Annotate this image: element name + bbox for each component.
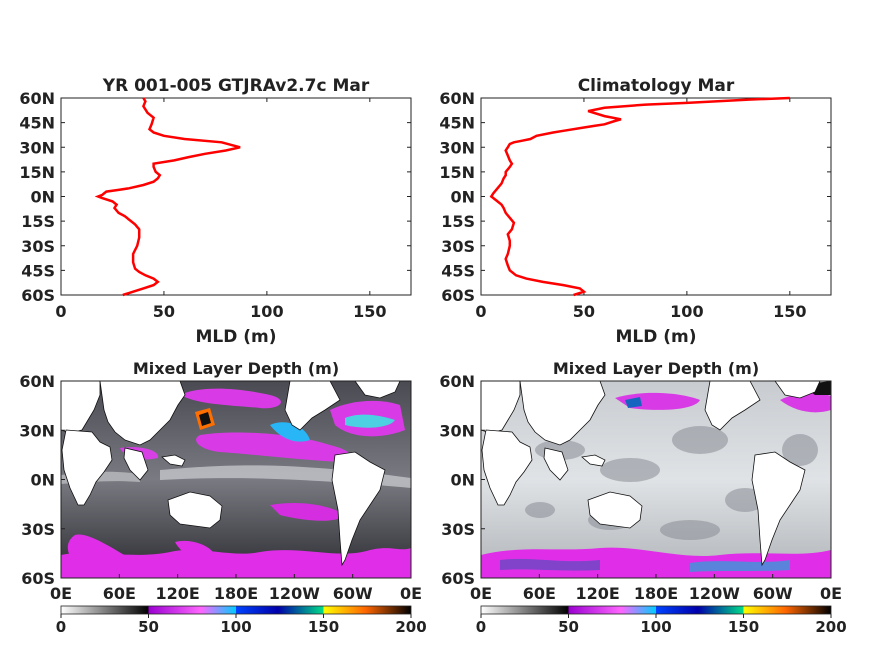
x-tick-label: 50 (153, 302, 175, 321)
map-panel-model: Mixed Layer Depth (m) (19, 359, 426, 636)
colorbar-tick-label: 0 (56, 618, 66, 636)
colorbar-tick-label: 50 (138, 618, 159, 636)
profile-panel-climatology: Climatology Mar 60N45N30N15N0N15S30S45S6… (439, 76, 832, 347)
panel-title: Mixed Layer Depth (m) (133, 359, 339, 378)
map-panel-climatology: Mixed Layer Depth (m) (439, 359, 846, 636)
colorbar-ticks: 0 50 100 150 200 (56, 614, 427, 636)
lat-tick-label: 60N (439, 372, 475, 391)
lon-tick-label: 120W (269, 584, 320, 603)
x-axis: 0 50 100 150 (55, 98, 387, 321)
lon-tick-label: 60E (103, 584, 136, 603)
colorbar (60, 605, 412, 615)
y-tick-label: 30N (439, 138, 475, 157)
colorbar-tick-label: 100 (640, 618, 671, 636)
x-axis-label: MLD (m) (195, 327, 276, 347)
y-tick-label: 60S (441, 286, 475, 305)
lon-tick-label: 180E (634, 584, 678, 603)
lat-tick-label: 0N (450, 471, 475, 490)
colorbar-tick-label: 200 (395, 618, 426, 636)
profile-panel-model: YR 001-005 GTJRAv2.7c Mar 60N 45N 30N 15N 0N… (19, 76, 412, 347)
mld-map (61, 381, 411, 578)
y-tick-label: 60S (21, 286, 55, 305)
lat-tick-label: 30S (21, 520, 55, 539)
panel-title: YR 001-005 GTJRAv2.7c Mar (102, 76, 370, 96)
plot-area (480, 97, 832, 296)
lon-tick-label: 0E (820, 584, 842, 603)
lat-tick-label: 30N (19, 421, 55, 440)
y-tick-label: 15S (441, 212, 475, 231)
y-axis: 60N 45N 30N 15N 0N 15S 30S 45S 60S (19, 89, 411, 305)
x-tick-label: 100 (670, 302, 703, 321)
lon-tick-label: 0E (400, 584, 422, 603)
x-tick-label: 150 (353, 302, 386, 321)
colorbar-tick-label: 50 (558, 618, 579, 636)
colorbar-tick-label: 150 (308, 618, 339, 636)
y-tick-label: 45S (441, 261, 475, 280)
y-tick-label: 15S (21, 212, 55, 231)
lon-tick-label: 0E (50, 584, 72, 603)
colorbar (480, 605, 832, 615)
x-tick-label: 150 (773, 302, 806, 321)
colorbar-ticks: 0 50 100 150 200 (476, 614, 847, 636)
lon-tick-label: 120W (689, 584, 740, 603)
mld-map (481, 381, 831, 578)
lat-tick-label: 60N (19, 372, 55, 391)
colorbar-tick-label: 0 (476, 618, 486, 636)
lat-tick-label: 60S (441, 569, 475, 588)
y-tick-label: 45N (19, 114, 55, 133)
x-tick-label: 50 (573, 302, 595, 321)
plot-area (60, 97, 412, 296)
y-tick-label: 60N (439, 89, 475, 108)
lat-tick-label: 30S (441, 520, 475, 539)
x-tick-label: 100 (250, 302, 283, 321)
panel-title: Mixed Layer Depth (m) (553, 359, 759, 378)
mld-profile-line (94, 97, 241, 297)
lon-tick-label: 60W (753, 584, 793, 603)
lat-tick-label: 0N (30, 471, 55, 490)
x-tick-label: 0 (475, 302, 486, 321)
lon-tick-label: 180E (214, 584, 258, 603)
lon-tick-label: 60E (523, 584, 556, 603)
y-tick-label: 30N (19, 138, 55, 157)
y-tick-label: 0N (30, 188, 55, 207)
colorbar-tick-label: 100 (220, 618, 251, 636)
y-tick-label: 0N (450, 188, 475, 207)
y-tick-label: 15N (439, 163, 475, 182)
y-axis: 60N 45N 30N 15N 0N 15S 30S 45S 60S (439, 89, 831, 305)
y-tick-label: 45S (21, 261, 55, 280)
colorbar-tick-label: 200 (815, 618, 846, 636)
lat-tick-label: 30N (439, 421, 475, 440)
y-tick-label: 30S (441, 237, 475, 256)
lat-tick-label: 60S (21, 569, 55, 588)
colorbar-tick-label: 150 (728, 618, 759, 636)
x-tick-label: 0 (55, 302, 66, 321)
y-tick-label: 60N (19, 89, 55, 108)
x-axis: 0 50 100 150 (475, 98, 807, 321)
x-axis-label: MLD (m) (615, 327, 696, 347)
longitude-axis: 0E 60E 120E 180E 120W 60W 0E (50, 574, 422, 603)
longitude-axis: 0E 60E 120E 180E 120W 60W 0E (470, 574, 842, 603)
lon-tick-label: 120E (156, 584, 200, 603)
panel-title: Climatology Mar (578, 76, 735, 96)
lon-tick-label: 120E (576, 584, 620, 603)
y-tick-label: 45N (439, 114, 475, 133)
lon-tick-label: 0E (470, 584, 492, 603)
y-tick-label: 30S (21, 237, 55, 256)
y-tick-label: 15N (19, 163, 55, 182)
latitude-axis: 60N 30N 0N 30S 60S (19, 372, 65, 588)
mld-profile-line (489, 96, 790, 297)
latitude-axis: 60N 30N 0N 30S 60S (439, 372, 485, 588)
lon-tick-label: 60W (333, 584, 373, 603)
